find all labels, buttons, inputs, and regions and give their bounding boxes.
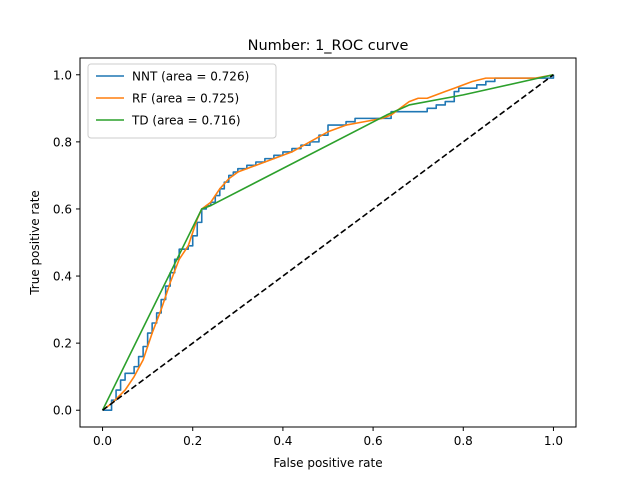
y-axis-label: True positive rate <box>28 190 42 296</box>
x-tick-label: 1.0 <box>544 434 563 448</box>
plot-area <box>101 73 555 412</box>
legend: NNT (area = 0.726) RF (area = 0.725) TD (a… <box>87 63 277 139</box>
y-tick-label: 0.0 <box>53 404 72 418</box>
y-axis: 0.0 0.2 0.4 0.6 0.8 1.0 <box>53 68 80 418</box>
chance-diagonal-line <box>102 74 554 411</box>
legend-label-rf: RF (area = 0.725) <box>132 92 239 106</box>
chart-title: Number: 1_ROC curve <box>248 38 409 54</box>
series-line-rf <box>102 73 554 411</box>
plot-frame <box>79 57 577 428</box>
legend-label-nnt: NNT (area = 0.726) <box>132 70 249 84</box>
x-tick-label: 0.8 <box>454 434 473 448</box>
legend-label-td: TD (area = 0.716) <box>131 114 241 128</box>
series-line-nnt <box>102 74 555 412</box>
legend-box <box>87 63 277 139</box>
series-line-td <box>101 73 554 411</box>
x-tick-label: 0.2 <box>183 434 202 448</box>
y-tick-label: 0.6 <box>53 202 72 216</box>
x-tick-label: 0.6 <box>364 434 383 448</box>
y-tick-label: 0.8 <box>53 135 72 149</box>
y-tick-label: 1.0 <box>53 68 72 82</box>
x-axis: 0.0 0.2 0.4 0.6 0.8 1.0 <box>93 427 563 448</box>
x-tick-label: 0.4 <box>273 434 292 448</box>
x-axis-label: False positive rate <box>273 456 382 470</box>
y-tick-label: 0.4 <box>53 270 72 284</box>
x-tick-label: 0.0 <box>93 434 112 448</box>
y-tick-label: 0.2 <box>53 337 72 351</box>
